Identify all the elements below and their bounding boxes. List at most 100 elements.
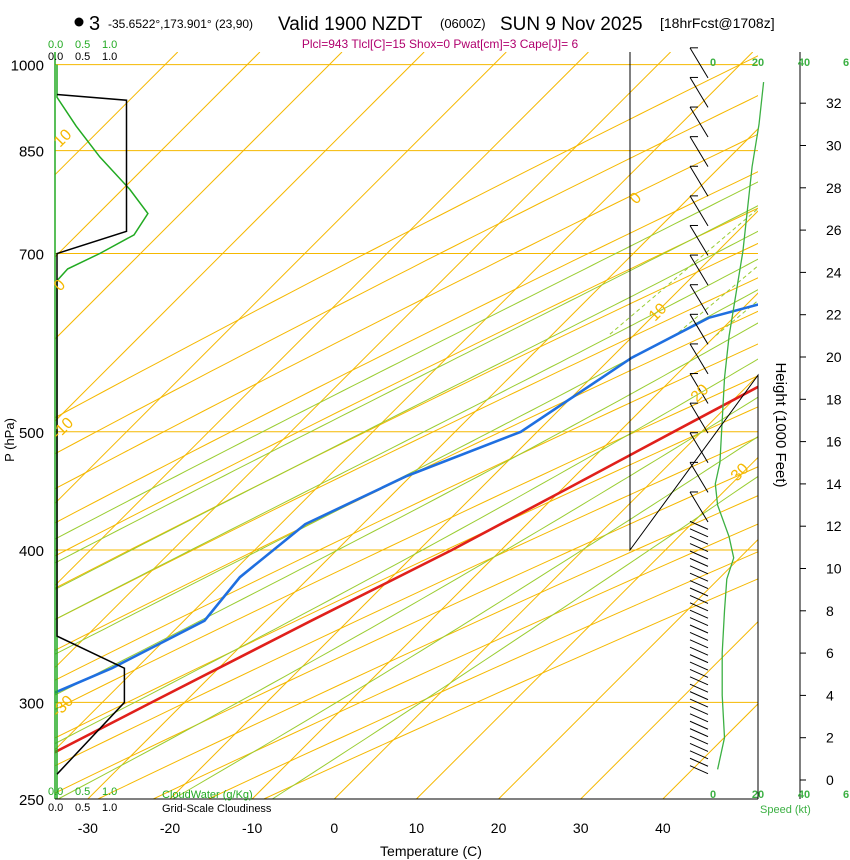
height-tick-label: 22 (826, 307, 842, 323)
cloudiness-axis-tick-top: 0.5 (75, 51, 90, 63)
height-tick-label: 14 (826, 476, 842, 492)
dry-adiabat (55, 133, 758, 490)
moist-adiabat (55, 181, 758, 540)
wind-barb (689, 617, 709, 627)
dry-adiabat (55, 310, 758, 651)
speed-tick-top: 40 (798, 57, 810, 69)
wind-barb (689, 742, 709, 752)
wind-barb (689, 720, 709, 730)
height-tick-label: 26 (826, 222, 842, 238)
wind-barb (689, 661, 709, 671)
cloudwater-profile (56, 64, 149, 799)
wind-barb (689, 750, 709, 760)
height-tick-label: 18 (826, 391, 842, 407)
mixing-ratio-line (608, 208, 758, 336)
wind-barb (689, 668, 709, 678)
height-tick-label: 2 (826, 730, 834, 746)
wind-barb (689, 402, 709, 434)
wind-barb (689, 543, 709, 553)
isotherm-line (55, 52, 261, 258)
isotherm-line (498, 538, 758, 799)
axes: -30 -20 -10 0 10 20 30 402503004005007008501000… (11, 39, 849, 836)
isotherm-label: 0 (51, 276, 69, 294)
speed-tick-top: 20 (752, 57, 764, 69)
dry-adiabat (55, 171, 758, 524)
height-tick-label: 16 (826, 434, 842, 450)
speed-tick-top: 0 (710, 57, 716, 69)
wind-barb (689, 757, 709, 767)
side-panels (56, 47, 765, 799)
wind-barb (689, 535, 709, 545)
pressure-tick-label: 500 (19, 425, 44, 442)
cloudwater-axis-tick-top: 1.0 (102, 39, 117, 51)
speed-tick-bottom: 40 (798, 789, 810, 801)
height-tick-label: 6 (826, 645, 834, 661)
wind-barb (689, 609, 709, 619)
cloudiness-profile (56, 93, 128, 775)
dry-adiabat (55, 55, 758, 419)
speed-tick-bottom: 0 (710, 789, 716, 801)
wind-barb (689, 77, 709, 108)
cloudwater-axis-tick-bottom: 0.5 (75, 786, 90, 798)
wind-speed-profile (714, 82, 765, 770)
valid-time: Valid 1900 NZDT (278, 14, 423, 35)
dry-adiabat (207, 551, 758, 799)
moist-adiabat (57, 396, 758, 799)
wind-barb (689, 735, 709, 745)
wind-barb (689, 587, 709, 597)
wind-barb (689, 624, 709, 634)
station-coords: -35.6522°,173.901° (23,90) (108, 17, 253, 31)
wind-barb (689, 284, 709, 315)
dry-adiabat (96, 495, 758, 799)
wind-barb (689, 557, 709, 567)
speed-tick-bottom: 6 (843, 789, 849, 801)
sounding-parameters: Plcl=943 Tlcl[C]=15 Shox=0 Pwat[cm]=3 Ca… (302, 37, 579, 51)
wind-barb (689, 462, 709, 493)
cloudwater-axis-tick-bottom: 0.0 (48, 786, 63, 798)
cloudiness-axis-tick-top: 1.0 (102, 51, 117, 63)
pressure-tick-label: 1000 (11, 58, 44, 75)
moist-adiabat (55, 358, 758, 745)
dry-adiabat (55, 343, 758, 681)
height-tick-label: 30 (826, 138, 842, 154)
cloudwater-axis-tick-top: 0.5 (75, 39, 90, 51)
pressure-tick-label: 850 (19, 144, 44, 161)
cloudiness-axis-tick-top: 0.0 (48, 51, 63, 63)
height-tick-label: 10 (826, 561, 842, 577)
moist-adiabat (55, 289, 758, 655)
isotherm-line (55, 52, 589, 587)
wind-barb (689, 572, 709, 582)
dry-adiabat (55, 95, 758, 455)
plot-right-border (629, 52, 759, 799)
wind-barb (689, 343, 709, 375)
isotherm-line (55, 52, 671, 669)
height-axis-label: Height (1000 Feet) (772, 362, 789, 487)
dry-adiabat (55, 406, 758, 739)
isotherm-line (416, 456, 758, 799)
dry-adiabat (55, 466, 758, 794)
isotherm-line (55, 52, 507, 504)
pressure-tick-label: 250 (19, 792, 44, 809)
dry-adiabat (152, 523, 758, 799)
x-axis-label: Temperature (C) (380, 843, 482, 859)
pressure-tick-label: 400 (19, 543, 44, 560)
height-tick-label: 4 (826, 687, 834, 703)
isotherm-label: -30 (49, 692, 77, 720)
wind-barb (689, 550, 709, 560)
height-tick-label: 0 (826, 772, 834, 788)
wind-barb (689, 580, 709, 590)
cloudiness-axis-tick-bottom: 1.0 (102, 802, 117, 814)
wind-barb (689, 106, 709, 138)
utc-time: (0600Z) (440, 16, 486, 31)
wind-barb (689, 676, 709, 686)
wind-barb (689, 254, 709, 286)
temperature-line (55, 385, 758, 754)
x-tick-label: 20 (491, 820, 507, 836)
wind-barb (689, 195, 709, 227)
wind-barb (689, 314, 709, 345)
x-tick-label: 0 (330, 820, 338, 836)
moist-adiabat (55, 205, 758, 564)
dry-adiabat (55, 242, 758, 589)
dry-adiabat (55, 375, 758, 710)
x-tick-label: 10 (409, 820, 425, 836)
